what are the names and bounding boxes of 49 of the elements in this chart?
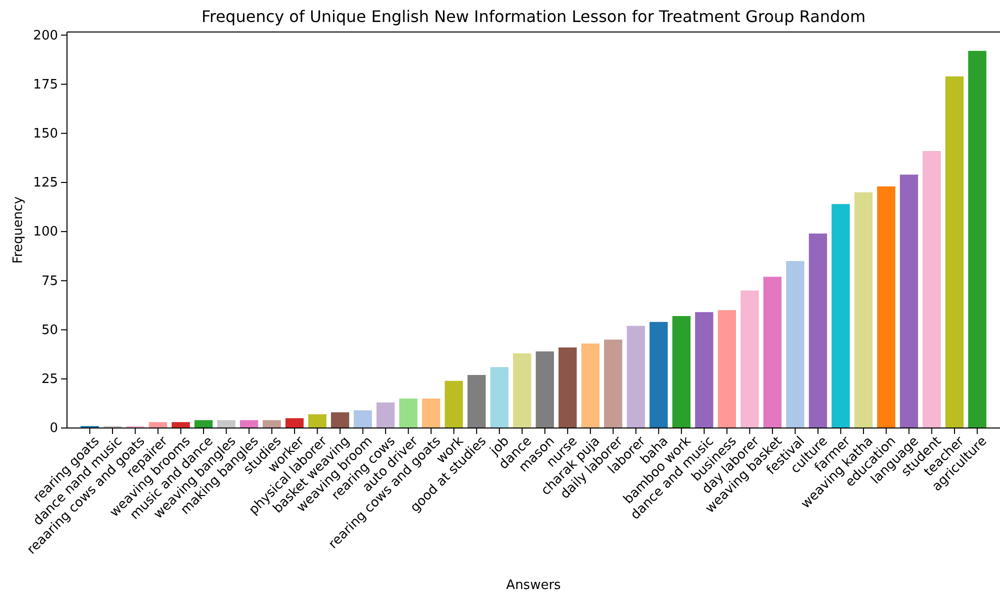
bar — [581, 344, 600, 428]
bar — [968, 50, 986, 428]
y-tick-label: 75 — [41, 274, 58, 289]
bar — [900, 174, 918, 428]
chart-title: Frequency of Unique English New Information Lesson for Treatment Group Random — [201, 7, 866, 26]
bar — [808, 234, 828, 428]
y-tick-label: 200 — [33, 28, 58, 44]
bar — [650, 322, 668, 428]
bar — [695, 312, 714, 428]
bar — [604, 340, 622, 428]
y-tick-label: 0 — [50, 421, 58, 436]
bar — [262, 420, 281, 428]
bar — [399, 398, 418, 428]
bar — [513, 353, 532, 428]
bar — [740, 290, 759, 428]
bar — [854, 192, 873, 428]
bar — [468, 374, 486, 428]
y-tick-label: 25 — [41, 372, 58, 388]
bar — [786, 261, 804, 428]
bar — [626, 326, 646, 428]
y-tick-label: 150 — [33, 126, 58, 142]
bar — [490, 367, 508, 428]
bar — [240, 420, 258, 428]
bar — [422, 398, 440, 428]
bar — [672, 316, 691, 428]
y-tick-label: 125 — [33, 176, 58, 191]
bar — [308, 414, 326, 428]
y-tick-label: 100 — [33, 224, 58, 240]
x-axis-title: Answers — [506, 578, 562, 593]
bar — [217, 420, 236, 428]
bar — [444, 380, 463, 428]
bar — [194, 420, 213, 428]
bar — [877, 186, 896, 428]
bar — [376, 402, 395, 428]
bar — [763, 276, 782, 428]
bar — [945, 76, 964, 428]
bar — [718, 310, 736, 428]
y-axis-title: Frequency — [11, 196, 26, 264]
bar — [922, 151, 941, 428]
bar — [285, 418, 304, 428]
y-tick-label: 50 — [41, 322, 58, 338]
bar — [558, 347, 577, 428]
bar — [354, 410, 372, 428]
bar — [536, 351, 554, 428]
bar — [148, 422, 168, 428]
bar — [172, 422, 190, 428]
bar — [330, 412, 350, 428]
y-tick-label: 175 — [33, 77, 58, 92]
bar — [832, 204, 850, 428]
